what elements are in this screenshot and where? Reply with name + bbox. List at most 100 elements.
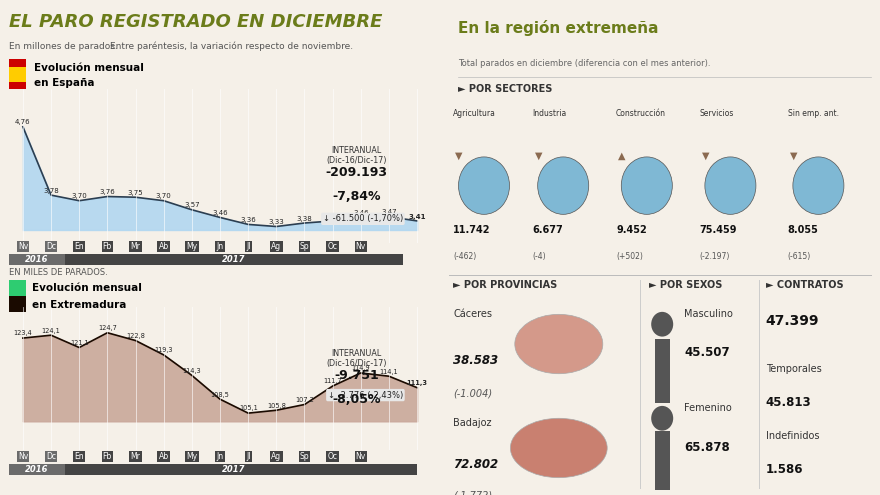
Text: ► POR SEXOS: ► POR SEXOS: [649, 280, 722, 290]
Bar: [9, 464, 65, 475]
Text: 3,33: 3,33: [268, 219, 284, 225]
Text: Nv: Nv: [356, 242, 366, 251]
Text: Ab: Ab: [158, 452, 169, 461]
Text: 2016: 2016: [26, 465, 48, 474]
Circle shape: [458, 157, 510, 214]
Text: -7,84%: -7,84%: [332, 190, 381, 203]
Text: 122,8: 122,8: [126, 333, 145, 339]
Text: 3,78: 3,78: [43, 188, 59, 194]
Text: ▲: ▲: [618, 151, 626, 161]
Circle shape: [651, 406, 673, 431]
Text: Cáceres: Cáceres: [453, 309, 492, 319]
Text: Evolución mensual: Evolución mensual: [32, 283, 142, 293]
Text: ↓ -61.500 (-1,70%): ↓ -61.500 (-1,70%): [323, 214, 403, 223]
Text: 124,7: 124,7: [98, 325, 117, 331]
Text: 2017: 2017: [223, 255, 246, 264]
Text: 3,70: 3,70: [156, 194, 172, 199]
Text: Jn: Jn: [216, 452, 224, 461]
Text: 114,9: 114,9: [351, 365, 370, 371]
Ellipse shape: [515, 314, 603, 374]
Text: (-2.197): (-2.197): [700, 252, 730, 261]
Text: 75.459: 75.459: [700, 225, 737, 235]
Text: 65.878: 65.878: [685, 441, 730, 453]
Text: 105,1: 105,1: [238, 405, 258, 411]
Ellipse shape: [510, 418, 607, 478]
Text: Agricultura: Agricultura: [453, 109, 496, 118]
Text: 1.586: 1.586: [766, 463, 803, 476]
Text: Construcción: Construcción: [616, 109, 666, 118]
Text: 114,3: 114,3: [182, 368, 202, 374]
Bar: [9, 280, 26, 296]
Text: (-615): (-615): [788, 252, 810, 261]
Text: 3,76: 3,76: [99, 189, 115, 195]
Text: Indefinidos: Indefinidos: [766, 431, 819, 441]
Text: Entre paréntesis, la variación respecto de noviembre.: Entre paréntesis, la variación respecto …: [110, 42, 353, 51]
Text: 3,70: 3,70: [71, 194, 87, 199]
Text: Jl: Jl: [246, 242, 251, 251]
Text: 6.677: 6.677: [532, 225, 563, 235]
Text: 3,47: 3,47: [381, 209, 397, 215]
Text: 108,5: 108,5: [210, 392, 230, 397]
Text: En: En: [75, 452, 84, 461]
Text: 3,46: 3,46: [353, 210, 369, 216]
Text: ► POR PROVINCIAS: ► POR PROVINCIAS: [453, 280, 557, 290]
Bar: [655, 339, 670, 403]
Text: Sp: Sp: [300, 452, 309, 461]
Bar: [9, 296, 26, 312]
Text: en Extremadura: en Extremadura: [32, 300, 127, 310]
Text: ↓ -2.776 (-2,43%): ↓ -2.776 (-2,43%): [327, 391, 403, 399]
Text: 3,41: 3,41: [408, 213, 426, 219]
Circle shape: [538, 157, 589, 214]
Text: Mr: Mr: [130, 452, 141, 461]
Bar: [65, 464, 417, 475]
Text: ► CONTRATOS: ► CONTRATOS: [766, 280, 843, 290]
Text: 3,46: 3,46: [212, 210, 228, 216]
Text: ► POR SECTORES: ► POR SECTORES: [458, 84, 552, 94]
Circle shape: [705, 157, 756, 214]
Text: Badajoz: Badajoz: [453, 418, 492, 428]
Text: Nv: Nv: [18, 242, 28, 251]
Text: Masculino: Masculino: [685, 309, 733, 319]
Circle shape: [621, 157, 672, 214]
Text: Jl: Jl: [246, 452, 251, 461]
Text: Fb: Fb: [103, 452, 112, 461]
Text: EN MILES DE PARADOS.: EN MILES DE PARADOS.: [9, 268, 107, 277]
Text: Ag: Ag: [271, 452, 282, 461]
Text: ▼: ▼: [535, 151, 542, 161]
Bar: [655, 431, 670, 490]
Text: 121,1: 121,1: [70, 340, 89, 346]
Text: Industria: Industria: [532, 109, 567, 118]
Text: 38.583: 38.583: [453, 354, 498, 367]
Text: 45.507: 45.507: [685, 346, 730, 359]
Text: 124,1: 124,1: [41, 328, 61, 334]
Text: -209.193: -209.193: [326, 166, 387, 179]
Text: Servicios: Servicios: [700, 109, 734, 118]
Text: 3,36: 3,36: [240, 217, 256, 223]
Text: 47.399: 47.399: [766, 314, 819, 328]
Text: Evolución mensual: Evolución mensual: [34, 63, 143, 73]
Text: 45.813: 45.813: [766, 396, 811, 409]
Bar: [9, 253, 65, 265]
Text: 8.055: 8.055: [788, 225, 818, 235]
Text: (-4): (-4): [532, 252, 546, 261]
Text: 2016: 2016: [26, 255, 48, 264]
Text: 114,1: 114,1: [379, 369, 399, 375]
Bar: [9, 67, 26, 82]
Text: (-1.004): (-1.004): [453, 389, 492, 398]
Circle shape: [651, 312, 673, 337]
Text: 111,3: 111,3: [407, 380, 428, 386]
Text: Ag: Ag: [271, 242, 282, 251]
Text: 4,76: 4,76: [15, 119, 31, 125]
Text: Oc: Oc: [327, 242, 338, 251]
Text: ▼: ▼: [702, 151, 709, 161]
Text: INTERANUAL
(Dic-16/Dic-17): INTERANUAL (Dic-16/Dic-17): [326, 349, 386, 368]
Text: (-1.772): (-1.772): [453, 490, 492, 495]
Text: Sp: Sp: [300, 242, 309, 251]
Text: INTERANUAL
(Dic-16/Dic-17): INTERANUAL (Dic-16/Dic-17): [326, 146, 386, 165]
Text: Dc: Dc: [46, 452, 56, 461]
Text: 3,41: 3,41: [325, 213, 341, 219]
Text: 72.802: 72.802: [453, 458, 498, 471]
Circle shape: [793, 157, 844, 214]
Text: Sin emp. ant.: Sin emp. ant.: [788, 109, 839, 118]
Text: -9.751: -9.751: [334, 369, 378, 382]
